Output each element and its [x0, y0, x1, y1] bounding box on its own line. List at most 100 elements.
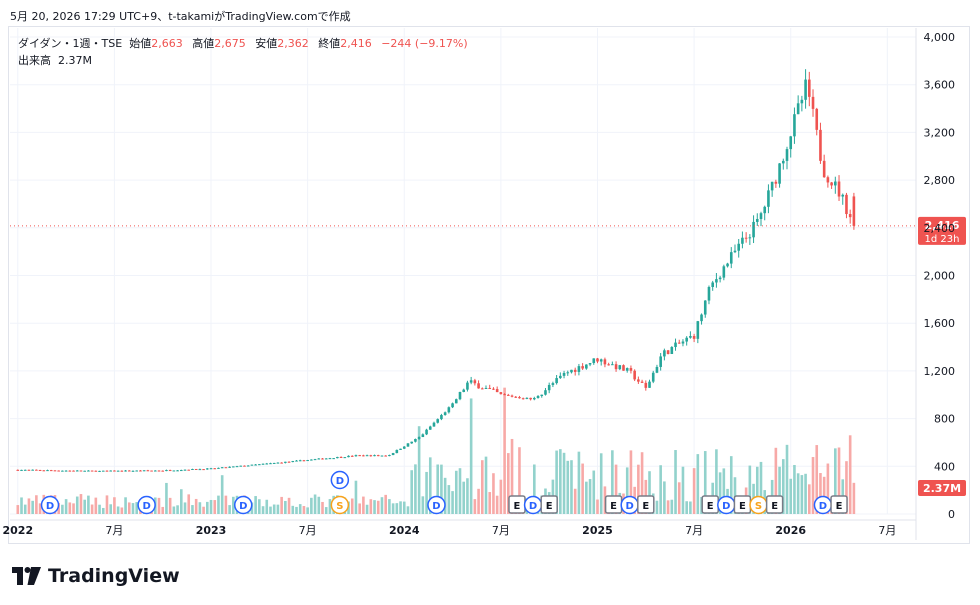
volume-bar	[670, 499, 674, 514]
axes: 0 400 800 1,200 1,600 2,000 2,400 2,800 3,200 3,6…	[2, 28, 955, 540]
volume-bar	[800, 475, 804, 514]
y-tick-label: 400	[934, 460, 955, 473]
volume-bar	[778, 466, 781, 514]
high-value: 2,675	[214, 37, 246, 50]
volume-bar	[677, 482, 681, 514]
candle-body	[711, 282, 714, 287]
volume-bar	[228, 505, 231, 514]
candle-body	[822, 160, 826, 178]
volume-bar	[837, 447, 841, 514]
candle-body	[395, 449, 399, 454]
candle-body	[57, 470, 60, 472]
candle-body	[737, 243, 741, 251]
candle-body	[510, 395, 514, 397]
split-marker[interactable]	[330, 495, 350, 515]
event-marker-label: D	[529, 501, 537, 512]
event-marker-label: E	[771, 501, 778, 512]
candle-body	[373, 455, 376, 457]
volume-bar	[492, 473, 495, 514]
candle-body	[324, 458, 328, 460]
volume-bar	[116, 506, 120, 514]
candle-body	[79, 470, 83, 472]
candle-body	[261, 463, 265, 465]
volume-bar	[232, 496, 235, 514]
volume-bar	[566, 460, 570, 514]
overlay-layer: 2,416 1d 23h 2.37M	[10, 216, 966, 496]
candle-body	[729, 252, 733, 264]
earnings-marker[interactable]	[540, 495, 558, 514]
volume-bar	[689, 501, 692, 514]
volume-bar	[124, 497, 127, 514]
candle-body	[666, 350, 670, 354]
dividend-marker[interactable]	[137, 495, 156, 515]
volume-bar	[451, 491, 454, 514]
volume-bar	[443, 477, 447, 514]
candle-body	[269, 463, 272, 465]
volume-bar	[625, 467, 629, 514]
event-marker-label: E	[642, 501, 649, 512]
volume-bar	[198, 502, 202, 514]
volume-bar	[480, 460, 484, 514]
candle-body	[23, 469, 27, 471]
volume-bar	[755, 466, 759, 514]
candle-body	[217, 467, 220, 469]
candle-body	[648, 381, 651, 388]
volume-bar	[109, 504, 112, 514]
candle-body	[499, 392, 503, 395]
candle-body	[228, 466, 231, 468]
candle-body	[291, 461, 295, 463]
candle-body	[722, 266, 726, 278]
volume-bar	[852, 482, 856, 514]
volume-bar	[503, 387, 506, 514]
candle-body	[533, 398, 536, 400]
candle-body	[224, 467, 228, 469]
volume-bar	[365, 504, 369, 514]
candle-body	[284, 461, 287, 463]
volume-bar	[354, 480, 358, 514]
candle-body	[350, 455, 354, 457]
x-tick-label: 7月	[492, 524, 510, 537]
change-value: −244 (−9.17%)	[381, 37, 468, 50]
candle-body	[492, 388, 495, 390]
volume-bar	[165, 482, 168, 514]
candle-body	[640, 381, 644, 383]
earnings-marker[interactable]	[765, 495, 784, 514]
candle-body	[670, 347, 674, 354]
candle-body	[588, 363, 592, 365]
candle-body	[116, 470, 120, 472]
candle-body	[120, 470, 124, 472]
volume-bar	[172, 506, 176, 514]
volume-bar	[428, 457, 432, 514]
x-tick-label: 2022	[2, 524, 33, 537]
volume-bar	[417, 426, 421, 514]
volume-bar	[685, 501, 688, 514]
volume-bar	[362, 496, 365, 514]
candle-body	[153, 470, 157, 472]
dividend-marker[interactable]	[233, 495, 253, 515]
volume-bar	[414, 464, 417, 514]
volume-bar	[718, 472, 722, 514]
volume-bar	[518, 447, 521, 514]
candle-body	[332, 458, 335, 460]
candle-body	[206, 468, 209, 470]
x-tick-label: 2026	[775, 524, 806, 537]
volume-bar	[61, 504, 64, 514]
dividend-marker[interactable]	[330, 470, 350, 490]
candle-body	[596, 358, 599, 362]
volume-bar	[681, 466, 685, 514]
candle-body	[715, 279, 718, 283]
earnings-marker[interactable]	[830, 495, 848, 514]
candle-body	[573, 369, 577, 372]
candle-body	[135, 470, 139, 472]
candle-body	[380, 455, 384, 457]
volume-bar	[384, 494, 387, 514]
volume-bar	[611, 450, 614, 514]
earnings-marker[interactable]	[637, 495, 655, 514]
candle-body	[744, 237, 748, 239]
candle-body	[447, 407, 451, 413]
dividend-marker[interactable]	[40, 495, 60, 515]
tradingview-logo[interactable]: TradingView	[12, 565, 180, 587]
symbol-label[interactable]: ダイダン・1週・TSE	[18, 37, 123, 50]
dividend-marker[interactable]	[427, 495, 446, 515]
